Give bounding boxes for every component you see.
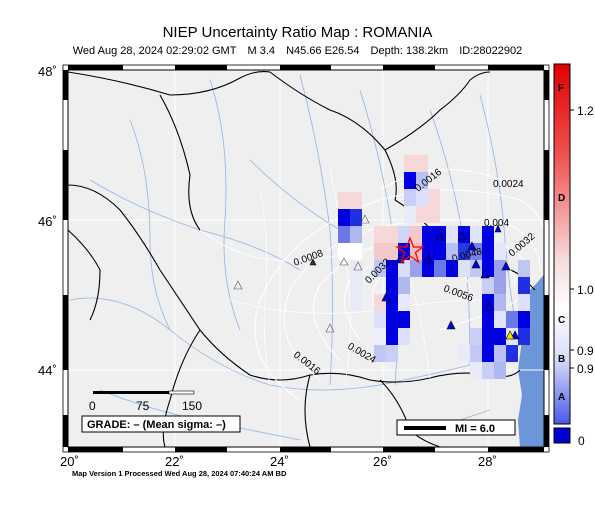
mi-legend: MI = 6.0 [396, 419, 516, 436]
scale-label: 75 [136, 399, 150, 413]
map-frame [62, 64, 550, 453]
contour-label: 0.004 [484, 218, 509, 229]
scale-label: 0 [89, 399, 96, 413]
lon-label: 28˚ [478, 454, 497, 469]
scale-bar: 0 75 150 [89, 390, 202, 413]
colorbar-value: 1.2 [577, 104, 594, 118]
event-location: N45.66 E26.54 [286, 45, 360, 57]
event-id: ID:28022902 [459, 45, 523, 57]
colorbar-value: 1.0 [577, 283, 594, 297]
event-info: Wed Aug 28, 2024 02:29:02 GMT M 3.4 N45.… [0, 45, 595, 57]
lat-label: 48˚ [38, 64, 57, 79]
ratio-grid [338, 155, 530, 379]
grade-letter: A [558, 392, 565, 403]
epicenter-star [395, 236, 425, 264]
colorbar-value: 0.9 [577, 344, 594, 358]
colorbar-value: 0.9 [577, 362, 594, 376]
lat-label: 44˚ [38, 363, 57, 378]
axis-labels: 48˚ 46˚ 44˚ 20˚ 22˚ 24˚ 26˚ 28˚ [38, 64, 497, 469]
grade-box: GRADE: – (Mean sigma: –) [81, 415, 241, 433]
grade-text: GRADE: – (Mean sigma: –) [87, 419, 226, 431]
event-magnitude: M 3.4 [247, 45, 276, 57]
event-datetime: Wed Aug 28, 2024 02:29:02 GMT [72, 45, 237, 57]
lat-label: 46˚ [38, 214, 57, 229]
event-depth: Depth: 138.2km [370, 45, 449, 57]
grade-letter: D [558, 193, 565, 204]
lon-label: 24˚ [270, 454, 289, 469]
lon-label: 26˚ [373, 454, 392, 469]
contour-label: 0.0024 [493, 179, 524, 190]
map-title: NIEP Uncertainty Ratio Map : ROMANIA [162, 24, 433, 41]
map-area: 0.0016 0.0024 0.004 0.0008 0.0032 0.0048… [67, 69, 545, 448]
processing-footer: Map Version 1 Processed Wed Aug 28, 2024… [72, 469, 287, 478]
grade-letter: F [558, 83, 564, 94]
lon-label: 22˚ [165, 454, 184, 469]
grade-letter: C [558, 315, 565, 326]
stations [233, 214, 520, 340]
lon-label: 20˚ [60, 454, 79, 469]
mi-legend-text: MI = 6.0 [455, 423, 495, 435]
grade-letter: B [558, 354, 565, 365]
colorbar: F D C B A 1.2 1.0 0.9 0.9 0 [553, 63, 594, 448]
scale-label: 150 [182, 399, 202, 413]
colorbar-value: 0 [578, 434, 585, 448]
